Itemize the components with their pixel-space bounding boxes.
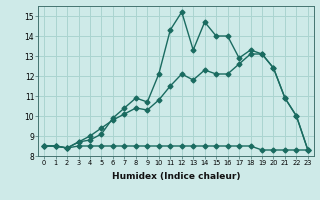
X-axis label: Humidex (Indice chaleur): Humidex (Indice chaleur) [112,172,240,181]
